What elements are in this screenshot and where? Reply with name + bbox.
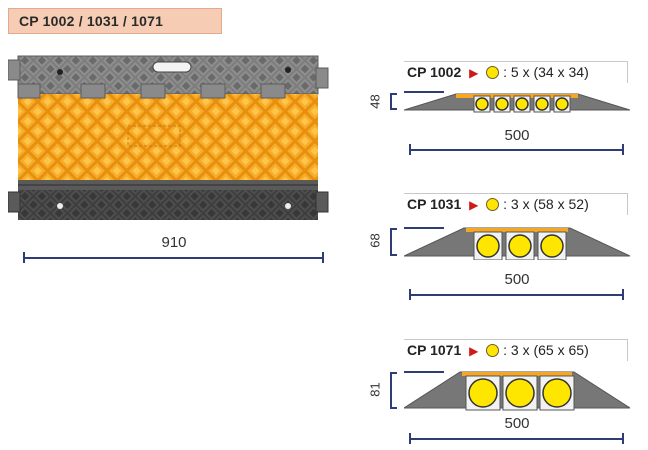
height-bracket — [390, 228, 397, 256]
cable-circle — [505, 378, 535, 408]
yellow-circle-icon — [486, 344, 500, 357]
height-label: 48 — [367, 94, 383, 109]
length-label: 500 — [504, 415, 530, 432]
channel-spec: 3 x (58 x 52) — [510, 196, 589, 212]
cable-circle — [508, 234, 532, 258]
spec-cp1031: CP 1031 ▶ : 3 x (58 x 52) — [404, 193, 628, 215]
separator: : — [503, 196, 508, 212]
height-bracket — [390, 93, 397, 110]
length-label: 500 — [504, 271, 530, 288]
spec-cp1002: CP 1002 ▶ : 5 x (34 x 34) — [404, 61, 628, 83]
cable-circle — [515, 97, 529, 111]
separator: : — [503, 342, 508, 358]
cable-circle — [542, 378, 572, 408]
page-title: CP 1002 / 1031 / 1071 — [8, 8, 222, 34]
dimension-tick — [409, 433, 411, 444]
dimension-tick — [322, 252, 324, 263]
channel-row — [473, 95, 571, 113]
height-label: 81 — [367, 382, 383, 397]
channel-row — [465, 375, 575, 411]
cp1071-cross-section — [404, 371, 630, 411]
dimension-tick — [622, 289, 624, 300]
separator: : — [503, 64, 508, 80]
model-name: CP 1071 — [407, 342, 462, 358]
red-triangle-arrow-icon: ▶ — [469, 198, 479, 212]
cable-circle — [495, 97, 509, 111]
cp1031-cross-section — [404, 227, 630, 260]
cable-circle — [555, 97, 569, 111]
dimension-tick — [409, 289, 411, 300]
dimension-tick — [23, 252, 25, 263]
cp1002-cross-section — [404, 91, 630, 113]
red-triangle-arrow-icon: ▶ — [469, 344, 479, 358]
dimension-tick — [409, 144, 411, 155]
dimension-tick — [622, 144, 624, 155]
cable-circle — [468, 378, 498, 408]
length-dimension-line — [410, 438, 624, 440]
model-name: CP 1031 — [407, 196, 462, 212]
length-dimension-line — [410, 294, 624, 296]
yellow-circle-icon — [486, 66, 500, 79]
dimension-tick — [622, 433, 624, 444]
cable-circle — [476, 234, 500, 258]
length-label: 500 — [504, 127, 530, 144]
channel-spec: 3 x (65 x 65) — [510, 342, 589, 358]
cable-protector-top-view — [8, 55, 329, 220]
yellow-circle-icon — [486, 198, 500, 211]
channel-row — [473, 231, 567, 260]
main-width-dimension-line — [24, 257, 324, 259]
main-width-label: 910 — [161, 234, 187, 251]
length-dimension-line — [410, 149, 624, 151]
cable-circle — [535, 97, 549, 111]
cable-circle — [475, 97, 489, 111]
red-triangle-arrow-icon: ▶ — [469, 66, 479, 80]
model-name: CP 1002 — [407, 64, 462, 80]
height-label: 68 — [367, 233, 383, 248]
height-bracket — [390, 372, 397, 409]
channel-spec: 5 x (34 x 34) — [510, 64, 589, 80]
spec-cp1071: CP 1071 ▶ : 3 x (65 x 65) — [404, 339, 628, 361]
cable-circle — [540, 234, 564, 258]
